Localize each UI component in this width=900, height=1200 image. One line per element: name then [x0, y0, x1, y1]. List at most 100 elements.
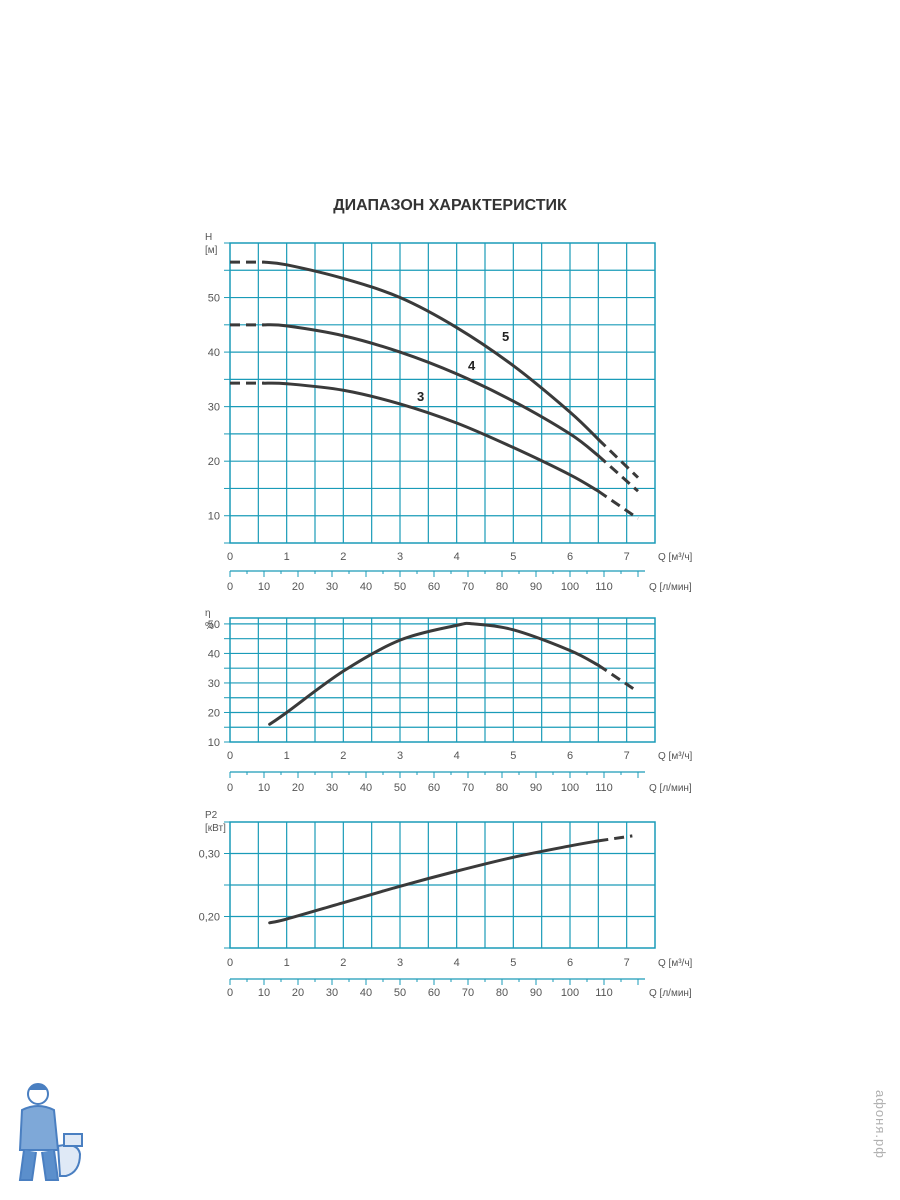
grid-frame: [229, 617, 656, 743]
y-tick-label: 50: [208, 619, 220, 631]
secondary-x-tick-label: 80: [496, 987, 508, 999]
series-label-3: 3: [417, 389, 424, 404]
x-tick-label: 1: [284, 750, 290, 762]
y-tick-label: 50: [208, 293, 220, 305]
secondary-x-tick-label: 90: [530, 987, 542, 999]
secondary-x-tick-label: 60: [428, 987, 440, 999]
secondary-x-tick-label: 40: [360, 581, 372, 593]
secondary-x-tick-label: 70: [462, 581, 474, 593]
secondary-x-tick-label: 50: [394, 782, 406, 794]
secondary-x-tick-label: 20: [292, 581, 304, 593]
grid-frame: [229, 242, 656, 544]
x-axis-label: Q [м³/ч]: [658, 552, 693, 563]
x-tick-label: 0: [227, 750, 233, 762]
series-line: [268, 621, 600, 726]
y-tick-label: 0,20: [199, 912, 220, 924]
x-tick-label: 7: [624, 957, 630, 969]
series-line-5: [262, 260, 600, 441]
x-tick-label: 5: [510, 957, 516, 969]
x-tick-label: 7: [624, 750, 630, 762]
y-axis-label: [кВт]: [205, 823, 226, 834]
secondary-x-tick-label: 20: [292, 782, 304, 794]
secondary-x-tick-label: 50: [394, 581, 406, 593]
secondary-x-axis-label: Q [л/мин]: [649, 783, 692, 794]
x-tick-label: 4: [454, 957, 460, 969]
secondary-x-tick-label: 100: [561, 987, 579, 999]
series-line-3: [262, 381, 600, 493]
secondary-x-tick-label: 110: [595, 987, 613, 999]
secondary-x-tick-label: 60: [428, 782, 440, 794]
x-tick-label: 0: [227, 957, 233, 969]
series-line: [268, 839, 600, 925]
y-tick-label: 40: [208, 347, 220, 359]
x-tick-label: 4: [454, 551, 460, 563]
secondary-x-tick-label: 10: [258, 782, 270, 794]
secondary-x-tick-label: 80: [496, 581, 508, 593]
secondary-x-tick-label: 30: [326, 782, 338, 794]
y-tick-label: 10: [208, 511, 220, 523]
x-tick-label: 2: [340, 750, 346, 762]
x-tick-label: 3: [397, 957, 403, 969]
chart-panel-1: [224, 242, 656, 577]
secondary-x-tick-label: 70: [462, 987, 474, 999]
secondary-x-tick-label: 80: [496, 782, 508, 794]
y-tick-label: 20: [208, 707, 220, 719]
secondary-x-tick-label: 30: [326, 987, 338, 999]
y-tick-label: 30: [208, 402, 220, 414]
x-tick-label: 6: [567, 750, 573, 762]
secondary-x-tick-label: 40: [360, 987, 372, 999]
series-dashed-end: [597, 438, 640, 479]
y-axis-label: H: [205, 232, 212, 243]
chart-title: ДИАПАЗОН ХАРАКТЕРИСТИК: [333, 197, 567, 214]
y-axis-label: P2: [205, 810, 218, 821]
series-dashed-end: [597, 663, 639, 694]
x-tick-label: 3: [397, 551, 403, 563]
secondary-x-tick-label: 100: [561, 782, 579, 794]
secondary-x-axis-label: Q [л/мин]: [649, 988, 692, 999]
secondary-x-tick-label: 20: [292, 987, 304, 999]
x-tick-label: 2: [340, 551, 346, 563]
secondary-x-tick-label: 110: [595, 782, 613, 794]
secondary-x-tick-label: 10: [258, 581, 270, 593]
secondary-x-tick-label: 90: [530, 782, 542, 794]
x-tick-label: 5: [510, 750, 516, 762]
y-tick-label: 40: [208, 648, 220, 660]
x-tick-label: 4: [454, 750, 460, 762]
secondary-x-tick-label: 90: [530, 581, 542, 593]
series-line-4: [262, 323, 600, 458]
series-label-5: 5: [502, 329, 509, 344]
x-tick-label: 1: [284, 551, 290, 563]
series-dashed-end: [597, 454, 639, 493]
x-tick-label: 0: [227, 551, 233, 563]
secondary-x-tick-label: 110: [595, 581, 613, 593]
series-label-4: 4: [468, 358, 476, 373]
series-dashed-end: [597, 489, 639, 520]
x-axis-label: Q [м³/ч]: [658, 958, 693, 969]
secondary-x-tick-label: 0: [227, 987, 233, 999]
y-tick-label: 30: [208, 678, 220, 690]
secondary-x-tick-label: 10: [258, 987, 270, 999]
secondary-x-tick-label: 100: [561, 581, 579, 593]
y-tick-label: 10: [208, 737, 220, 749]
y-axis-label: %: [205, 621, 214, 632]
y-tick-label: 20: [208, 456, 220, 468]
x-tick-label: 5: [510, 551, 516, 563]
chart-panel-2: [224, 617, 656, 778]
x-tick-label: 6: [567, 551, 573, 563]
watermark: афоня.рф: [873, 1090, 888, 1159]
x-tick-label: 2: [340, 957, 346, 969]
x-axis-label: Q [м³/ч]: [658, 751, 693, 762]
secondary-x-tick-label: 30: [326, 581, 338, 593]
y-tick-label: 0,30: [199, 849, 220, 861]
secondary-x-tick-label: 70: [462, 782, 474, 794]
secondary-x-tick-label: 50: [394, 987, 406, 999]
secondary-x-axis-label: Q [л/мин]: [649, 582, 692, 593]
plumber-logo-icon: [8, 1080, 88, 1195]
x-tick-label: 1: [284, 957, 290, 969]
x-tick-label: 6: [567, 957, 573, 969]
chart-panel-3: [224, 821, 656, 985]
y-axis-label: [м]: [205, 245, 218, 256]
x-tick-label: 7: [624, 551, 630, 563]
secondary-x-tick-label: 60: [428, 581, 440, 593]
